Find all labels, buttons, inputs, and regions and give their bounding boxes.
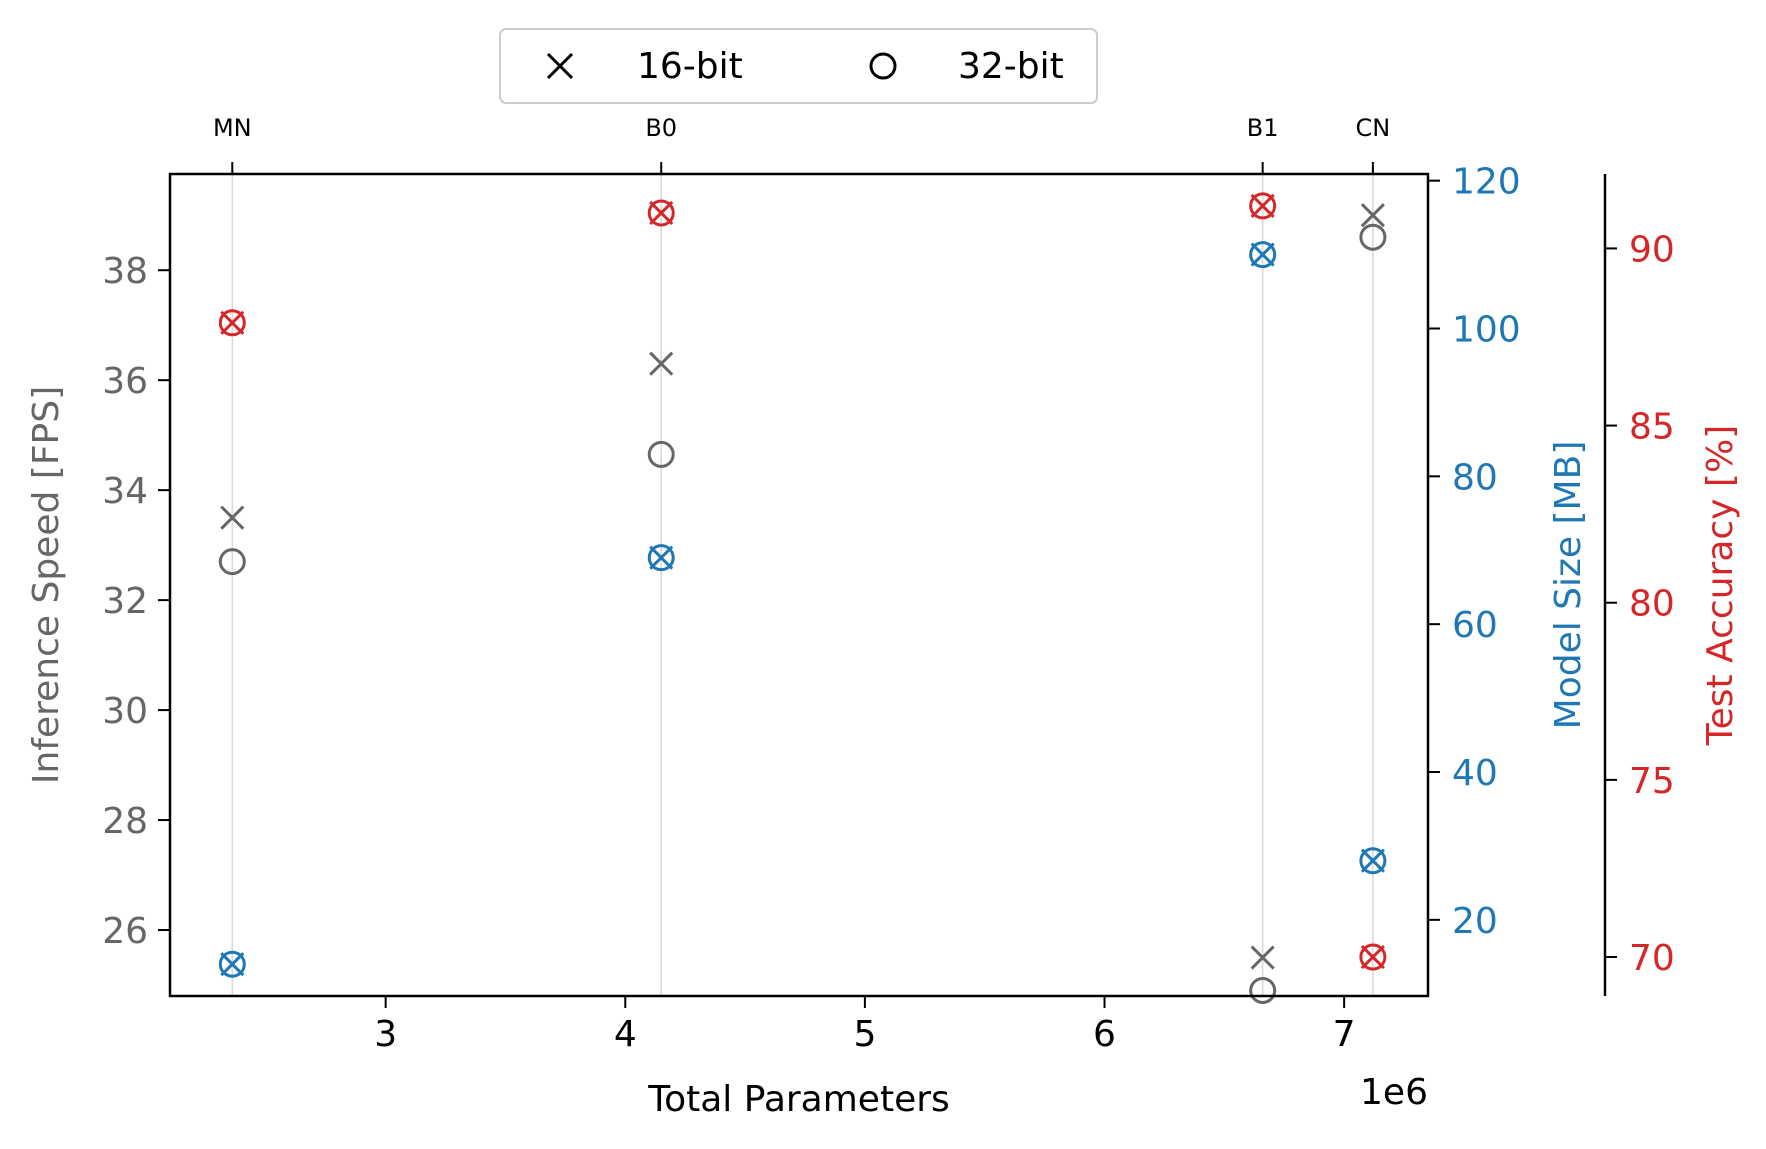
x-tick-label: 5 — [853, 1014, 876, 1055]
size-tick-label: 40 — [1452, 753, 1498, 794]
x-tick-label: 7 — [1333, 1014, 1356, 1055]
legend-label-32bit: 32-bit — [958, 46, 1064, 87]
speed-tick-label: 34 — [102, 471, 148, 512]
top-tick-label: MN — [213, 114, 252, 142]
point-size-16-bit-1 — [649, 545, 674, 570]
x-offset-label: 1e6 — [1360, 1072, 1428, 1113]
legend-box — [499, 28, 1098, 104]
top-tick-label: B0 — [645, 114, 677, 142]
legend-marker-circle-icon — [869, 52, 897, 80]
legend-label-16bit: 16-bit — [637, 46, 743, 87]
size-tick-label: 60 — [1452, 605, 1498, 646]
accuracy-tick-label: 90 — [1629, 229, 1675, 270]
legend-marker-x-icon — [546, 52, 574, 80]
accuracy-axis-title: Test Accuracy [%] — [1700, 425, 1741, 746]
x-axis-title: Total Parameters — [647, 1079, 950, 1120]
speed-tick-label: 38 — [102, 251, 148, 292]
speed-tick-label: 32 — [102, 581, 148, 622]
size-axis-title: Model Size [MB] — [1548, 441, 1589, 730]
plot-frame — [168, 172, 1430, 998]
x-tick-label: 3 — [374, 1014, 397, 1055]
size-tick-label: 120 — [1452, 162, 1521, 203]
point-accuracy-32-bit-1 — [647, 199, 675, 227]
point-accuracy-32-bit-2 — [1249, 192, 1277, 220]
point-speed-32-bit-0 — [218, 548, 246, 576]
point-size-32-bit-1 — [647, 544, 675, 572]
speed-tick-label: 26 — [102, 911, 148, 952]
point-speed-16-bit-3 — [1360, 203, 1385, 228]
speed-tick-label: 28 — [102, 801, 148, 842]
top-tick-label: CN — [1356, 114, 1391, 142]
point-size-32-bit-0 — [218, 950, 246, 978]
point-accuracy-32-bit-3 — [1359, 943, 1387, 971]
point-size-16-bit-0 — [220, 952, 245, 977]
accuracy-tick-label: 70 — [1629, 938, 1675, 979]
point-speed-32-bit-3 — [1359, 223, 1387, 251]
speed-tick-label: 30 — [102, 691, 148, 732]
x-tick-label: 6 — [1093, 1014, 1116, 1055]
speed-axis-title: Inference Speed [FPS] — [26, 386, 67, 784]
point-speed-32-bit-1 — [647, 440, 675, 468]
x-tick-label: 4 — [614, 1014, 637, 1055]
marks-layer — [218, 192, 1387, 1005]
grid-layer — [231, 174, 1374, 996]
top-tick-label: B1 — [1247, 114, 1279, 142]
accuracy-tick-label: 80 — [1629, 584, 1675, 625]
point-speed-16-bit-1 — [649, 351, 674, 376]
accuracy-tick-label: 85 — [1629, 407, 1675, 448]
size-tick-label: 80 — [1452, 457, 1498, 498]
speed-tick-label: 36 — [102, 361, 148, 402]
point-size-32-bit-2 — [1249, 241, 1277, 269]
point-size-16-bit-3 — [1360, 848, 1385, 873]
point-speed-16-bit-2 — [1250, 945, 1275, 970]
accuracy-tick-label: 75 — [1629, 761, 1675, 802]
point-speed-32-bit-2 — [1249, 977, 1277, 1005]
size-tick-label: 20 — [1452, 901, 1498, 942]
point-accuracy-16-bit-2 — [1250, 193, 1275, 218]
point-accuracy-16-bit-3 — [1360, 944, 1385, 970]
size-tick-label: 100 — [1452, 309, 1521, 350]
point-speed-16-bit-0 — [220, 505, 245, 530]
point-accuracy-16-bit-0 — [220, 310, 245, 335]
legend: 16-bit 32-bit — [499, 28, 1098, 104]
point-size-16-bit-2 — [1250, 242, 1275, 267]
point-accuracy-16-bit-1 — [649, 200, 674, 226]
point-size-32-bit-3 — [1359, 847, 1387, 875]
point-accuracy-32-bit-0 — [218, 309, 246, 337]
